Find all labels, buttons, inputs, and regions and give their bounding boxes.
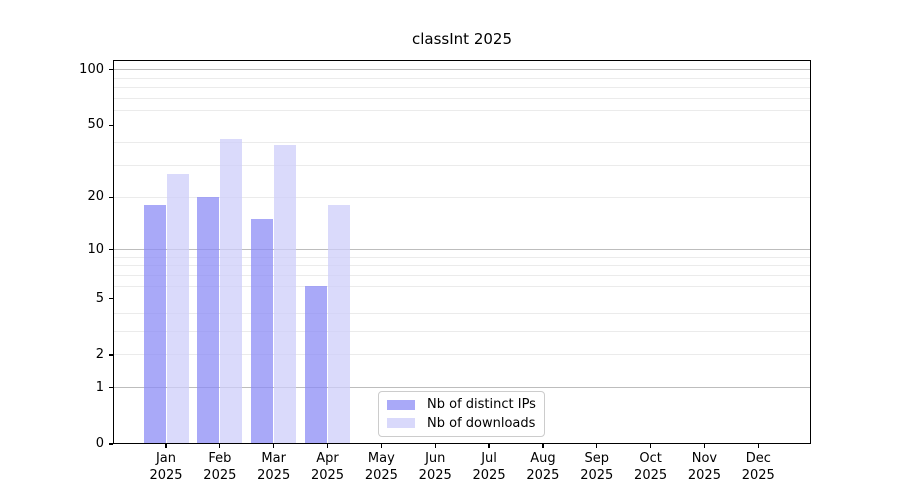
x-tick-mark — [165, 444, 167, 448]
gridline-minor — [113, 256, 811, 258]
gridline-minor — [113, 87, 811, 89]
y-tick-label: 5 — [95, 290, 104, 306]
y-tick-mark — [109, 124, 113, 126]
x-tick-mark — [757, 444, 759, 448]
y-tick-label: 10 — [87, 241, 104, 257]
x-tick-label-nov: Nov 2025 — [687, 451, 721, 483]
y-tick-mark — [109, 443, 113, 445]
y-tick-mark — [109, 354, 113, 356]
gridline-minor — [113, 274, 811, 276]
x-tick-mark — [326, 444, 329, 448]
x-tick-label-apr: Apr 2025 — [310, 451, 345, 483]
y-tick-mark — [109, 196, 113, 198]
x-tick-mark — [434, 444, 436, 448]
x-tick-label-jun: Jun 2025 — [418, 451, 452, 483]
legend-item-distinct-ips: Nb of distinct IPs — [387, 397, 536, 412]
y-tick-label: 20 — [87, 189, 104, 205]
y-tick-mark — [109, 248, 113, 251]
legend-label-distinct-ips: Nb of distinct IPs — [427, 397, 536, 413]
gridline-major — [113, 249, 811, 251]
x-tick-mark — [596, 444, 598, 448]
x-tick-mark — [273, 444, 275, 448]
x-tick-mark — [703, 444, 706, 448]
gridline-minor — [113, 285, 811, 287]
gridline-minor — [113, 331, 811, 333]
gridline-minor — [113, 97, 811, 99]
y-tick-label: 1 — [95, 379, 104, 395]
legend-label-downloads: Nb of downloads — [427, 415, 536, 431]
x-tick-label-oct: Oct 2025 — [634, 451, 668, 483]
ips-swatch-icon — [387, 399, 415, 410]
gridline-minor — [113, 142, 811, 144]
gridline-minor — [113, 165, 811, 167]
gridline-major — [113, 387, 811, 389]
x-tick-label-may: May 2025 — [364, 451, 398, 483]
bar-downloads-apr — [328, 205, 351, 444]
bar-ips-jan — [143, 205, 166, 444]
x-tick-label-aug: Aug 2025 — [526, 451, 560, 483]
x-tick-label-jul: Jul 2025 — [472, 451, 506, 483]
gridline-minor — [113, 354, 811, 356]
bar-ips-apr — [305, 286, 328, 444]
gridline-minor — [113, 265, 811, 267]
y-tick-mark — [109, 387, 113, 389]
y-tick-label: 100 — [79, 61, 104, 77]
y-tick-label: 50 — [87, 117, 104, 133]
x-tick-label-jan: Jan 2025 — [149, 451, 183, 483]
y-tick-mark — [109, 298, 113, 300]
legend-item-downloads: Nb of downloads — [387, 416, 536, 431]
y-tick-mark — [109, 69, 113, 71]
x-tick-mark — [380, 444, 383, 448]
gridline-minor — [113, 77, 811, 79]
bar-ips-feb — [197, 197, 220, 444]
y-tick-label: 0 — [95, 436, 104, 451]
x-tick-mark — [649, 444, 652, 448]
legend: Nb of distinct IPs Nb of downloads — [378, 391, 545, 437]
x-tick-mark — [219, 444, 221, 448]
gridline-minor — [113, 110, 811, 112]
gridline-minor — [113, 313, 811, 314]
gridline-major — [113, 69, 811, 71]
bar-downloads-feb — [220, 139, 243, 444]
gridline-minor — [113, 196, 811, 198]
x-tick-mark — [542, 444, 544, 448]
x-tick-label-dec: Dec 2025 — [741, 451, 775, 483]
bar-downloads-mar — [274, 144, 297, 444]
y-tick-label: 2 — [95, 346, 104, 362]
chart-title: classInt 2025 — [412, 30, 512, 48]
bar-ips-mar — [251, 219, 274, 444]
x-tick-label-sep: Sep 2025 — [580, 451, 614, 483]
x-tick-mark — [488, 444, 490, 448]
downloads-swatch-icon — [387, 418, 415, 429]
x-tick-label-feb: Feb 2025 — [203, 451, 237, 483]
bar-downloads-jan — [166, 173, 189, 444]
x-tick-label-mar: Mar 2025 — [257, 451, 291, 483]
